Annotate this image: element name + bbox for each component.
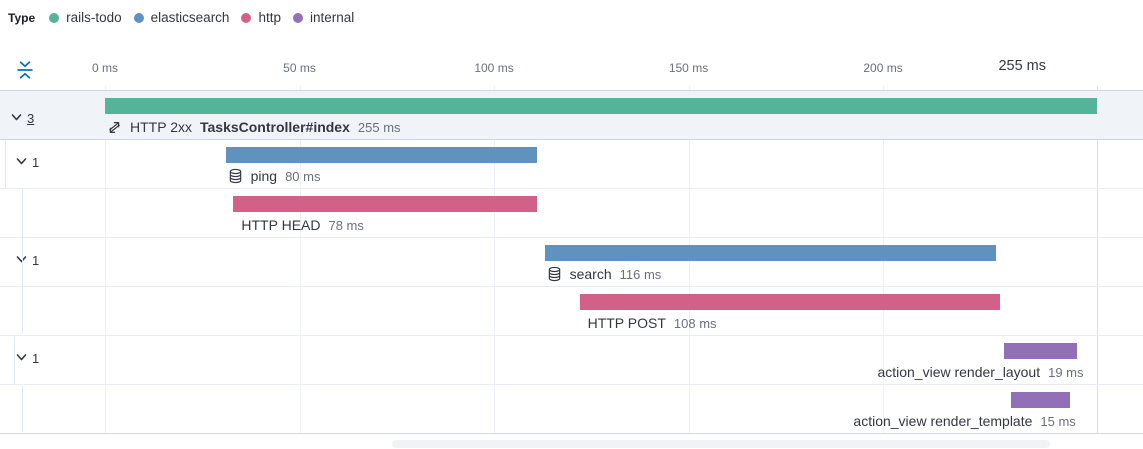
legend-label: rails-todo xyxy=(66,10,122,25)
accordion-nesting-line xyxy=(22,190,23,333)
axis-tick-150-ms: 150 ms xyxy=(668,61,709,75)
legend-item-internal[interactable]: internal xyxy=(292,10,355,25)
span-bar-search[interactable] xyxy=(544,245,996,261)
axis-tick-200-ms: 200 ms xyxy=(863,61,903,75)
span-label[interactable]: HTTP HEAD 78 ms xyxy=(241,216,364,234)
waterfall-row-http-post: HTTP POST 108 ms xyxy=(0,287,1143,336)
chevron-down-icon xyxy=(10,111,23,127)
span-bar-action-view-render-template[interactable] xyxy=(1011,392,1070,408)
span-bar-http-post[interactable] xyxy=(579,294,1000,310)
toggle-accordion-button[interactable]: 1 xyxy=(15,155,39,171)
children-count: 3 xyxy=(27,111,35,126)
bottom-scroll-shadow xyxy=(392,440,1050,448)
chevron-down-icon xyxy=(15,351,28,367)
waterfall-row-action-view-render-template: action_view render_template 15 ms xyxy=(0,385,1143,434)
span-duration: 255 ms xyxy=(357,119,401,135)
toggle-accordion-button[interactable]: 1 xyxy=(15,351,39,367)
span-bar-action-view-render-layout[interactable] xyxy=(1003,343,1078,359)
gridline-255-ms xyxy=(1097,86,1098,433)
span-duration: 15 ms xyxy=(1040,413,1076,429)
span-name: TasksController#index xyxy=(199,119,350,135)
accordion-nesting-line xyxy=(5,141,6,188)
span-duration: 19 ms xyxy=(1048,364,1084,380)
waterfall-row-http-head: HTTP HEAD 78 ms xyxy=(0,189,1143,238)
transaction-bar-taskscontroller-index[interactable] xyxy=(105,98,1097,114)
axis-tick-0-ms: 0 ms xyxy=(91,61,119,75)
gridline-50-ms xyxy=(300,86,301,433)
span-label[interactable]: ping 80 ms xyxy=(228,167,321,185)
span-label[interactable]: action_view render_template 15 ms xyxy=(853,412,1075,430)
merge-icon xyxy=(107,120,122,135)
legend-dot xyxy=(49,12,60,23)
legend-label: internal xyxy=(309,10,355,25)
waterfall-row-ping: 1 ping 80 ms xyxy=(0,140,1143,189)
chevron-down-icon xyxy=(15,155,28,171)
span-duration: 80 ms xyxy=(285,168,321,184)
transaction-label[interactable]: HTTP 2xx TasksController#index 255 ms xyxy=(107,118,401,136)
waterfall-row-taskscontroller-index: 3 HTTP 2xx TasksController#index 255 ms xyxy=(0,90,1143,140)
database-icon xyxy=(547,266,562,282)
toggle-accordion-button[interactable]: 3 xyxy=(10,111,34,127)
legend-dot xyxy=(292,12,303,23)
gridline-100-ms xyxy=(494,86,495,433)
axis-tick-255-ms: 255 ms xyxy=(998,58,1046,74)
span-name: action_view render_template xyxy=(853,413,1033,429)
span-label[interactable]: HTTP POST 108 ms xyxy=(588,314,717,332)
result-prefix: HTTP 2xx xyxy=(130,119,192,135)
span-bar-http-head[interactable] xyxy=(233,196,537,212)
legend: Type rails-todo elasticsearch http internal xyxy=(8,10,354,25)
children-count: 1 xyxy=(32,253,40,268)
span-bar-ping[interactable] xyxy=(225,147,537,163)
span-label[interactable]: action_view render_layout 19 ms xyxy=(877,363,1083,381)
legend-title: Type xyxy=(8,10,36,25)
toggle-accordion-button[interactable]: 1 xyxy=(15,253,39,269)
span-duration: 116 ms xyxy=(619,266,662,282)
axis-tick-100-ms: 100 ms xyxy=(474,61,514,75)
fold-icon xyxy=(17,61,33,79)
collapse-all-button[interactable] xyxy=(14,59,36,81)
span-duration: 108 ms xyxy=(673,315,717,331)
span-name: action_view render_layout xyxy=(877,364,1041,380)
legend-dot xyxy=(133,12,144,23)
span-name: HTTP HEAD xyxy=(241,217,321,233)
span-duration: 78 ms xyxy=(328,217,364,233)
legend-item-rails-todo[interactable]: rails-todo xyxy=(49,10,122,25)
axis-tick-50-ms: 50 ms xyxy=(283,61,316,75)
span-name: search xyxy=(569,266,612,282)
span-name: ping xyxy=(250,168,278,184)
waterfall-row-search: 1 search 116 ms xyxy=(0,238,1143,287)
children-count: 1 xyxy=(32,351,40,366)
waterfall-row-action-view-render-layout: 1 action_view render_layout 19 ms xyxy=(0,336,1143,385)
legend-dot xyxy=(241,12,252,23)
span-name: HTTP POST xyxy=(587,315,666,331)
legend-item-http[interactable]: http xyxy=(241,10,281,25)
legend-label: http xyxy=(258,10,281,25)
legend-item-elasticsearch[interactable]: elasticsearch xyxy=(133,10,230,25)
legend-label: elasticsearch xyxy=(150,10,230,25)
span-label[interactable]: search 116 ms xyxy=(547,265,662,283)
accordion-nesting-line xyxy=(22,386,23,432)
children-count: 1 xyxy=(32,155,40,170)
database-icon xyxy=(228,168,243,184)
gridline-0-ms xyxy=(105,86,106,433)
accordion-nesting-line xyxy=(14,337,15,384)
chevron-down-icon xyxy=(15,253,28,269)
